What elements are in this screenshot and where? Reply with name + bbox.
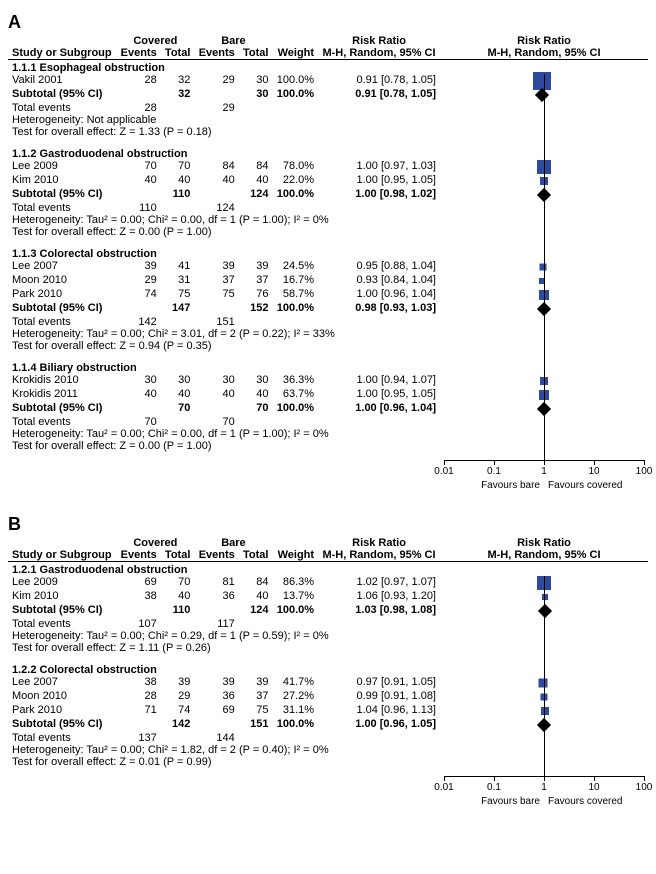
subtotal-row: Subtotal (95% CI)147152100.0%0.98 [0.93,… [8,302,648,316]
study-row: Krokidis 20114040404063.7%1.00 [0.95, 1.… [8,388,648,402]
forest-axis: 0.010.1110100Favours bareFavours covered [444,460,644,510]
subgroup-title: 1.2.1 Gastroduodenal obstruction [8,562,648,577]
subgroup-title: 1.1.4 Biliary obstruction [8,360,648,374]
forest-table: CoveredBareRisk RatioRisk RatioStudy or … [8,537,648,826]
subgroup-title: 1.1.2 Gastroduodenal obstruction [8,146,648,160]
forest-axis: 0.010.1110100Favours bareFavours covered [444,776,644,826]
subtotal-row: Subtotal (95% CI)7070100.0%1.00 [0.96, 1… [8,402,648,416]
study-row: Park 20107174697531.1%1.04 [0.96, 1.13] [8,704,648,718]
subtotal-row: Subtotal (95% CI)110124100.0%1.03 [0.98,… [8,604,648,618]
panel-label: B [8,514,648,535]
subgroup-title: 1.1.1 Esophageal obstruction [8,60,648,75]
subgroup-title: 1.1.3 Colorectal obstruction [8,246,648,260]
subgroup-title: 1.2.2 Colorectal obstruction [8,662,648,676]
study-row: Kim 20104040404022.0%1.00 [0.95, 1.05] [8,174,648,188]
subtotal-row: Subtotal (95% CI)110124100.0%1.00 [0.98,… [8,188,648,202]
subtotal-row: Subtotal (95% CI)3230100.0%0.91 [0.78, 1… [8,88,648,102]
panel-label: A [8,12,648,33]
study-row: Moon 20102931373716.7%0.93 [0.84, 1.04] [8,274,648,288]
study-row: Lee 20073941393924.5%0.95 [0.88, 1.04] [8,260,648,274]
study-row: Krokidis 20103030303036.3%1.00 [0.94, 1.… [8,374,648,388]
study-row: Lee 20073839393941.7%0.97 [0.91, 1.05] [8,676,648,690]
forest-panel: ACoveredBareRisk RatioRisk RatioStudy or… [8,12,648,510]
forest-table: CoveredBareRisk RatioRisk RatioStudy or … [8,35,648,510]
forest-panel: BCoveredBareRisk RatioRisk RatioStudy or… [8,514,648,826]
study-row: Lee 20096970818486.3%1.02 [0.97, 1.07] [8,576,648,590]
study-row: Lee 20097070848478.0%1.00 [0.97, 1.03] [8,160,648,174]
subtotal-row: Subtotal (95% CI)142151100.0%1.00 [0.96,… [8,718,648,732]
study-row: Park 20107475757658.7%1.00 [0.96, 1.04] [8,288,648,302]
study-row: Moon 20102829363727.2%0.99 [0.91, 1.08] [8,690,648,704]
study-row: Kim 20103840364013.7%1.06 [0.93, 1.20] [8,590,648,604]
study-row: Vakil 200128322930100.0%0.91 [0.78, 1.05… [8,74,648,88]
